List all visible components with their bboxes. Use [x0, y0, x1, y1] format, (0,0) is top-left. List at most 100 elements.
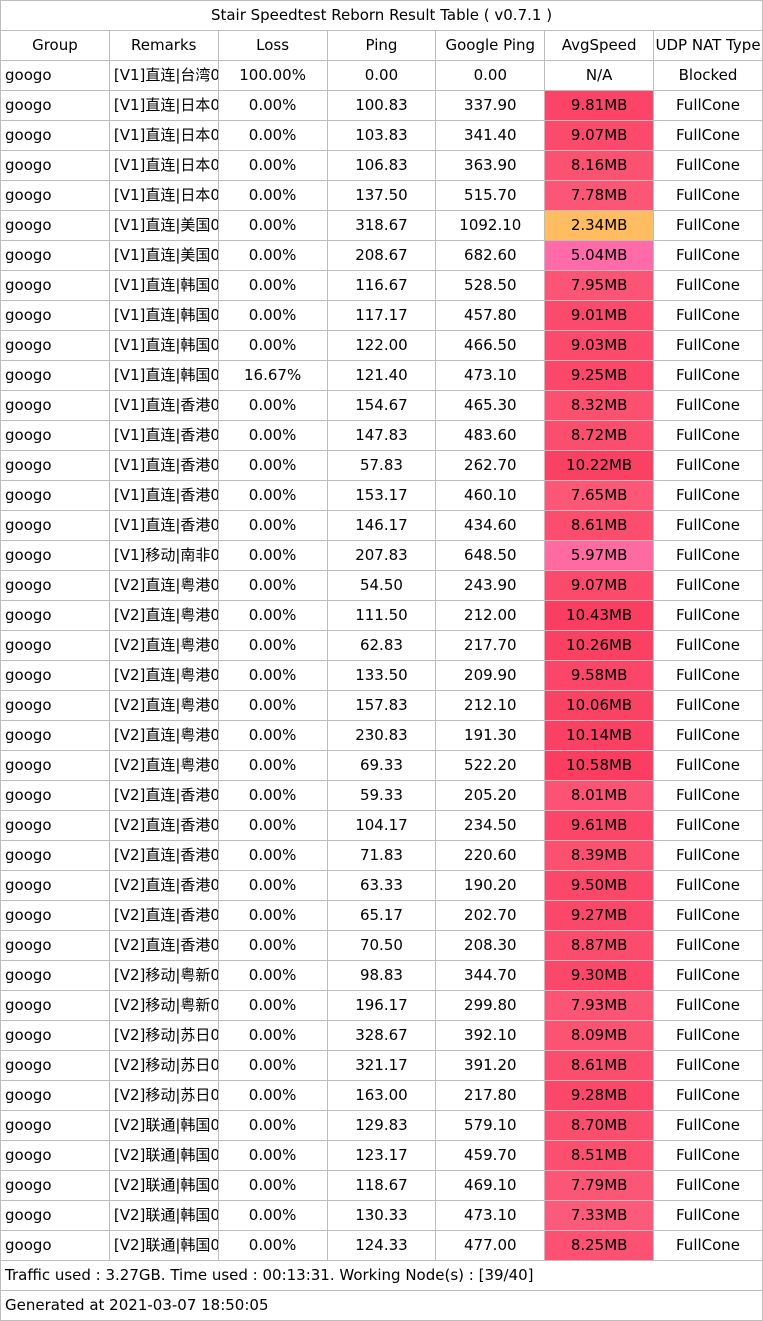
cell-avg-speed: 5.04MB	[544, 240, 655, 271]
cell-udp-nat-type: FullCone	[653, 960, 763, 991]
cell-loss: 0.00%	[217, 1170, 328, 1201]
cell-google-ping: 205.20	[435, 780, 546, 811]
cell-ping: 230.83	[326, 720, 437, 751]
cell-google-ping: 434.60	[435, 510, 546, 541]
cell-google-ping: 466.50	[435, 330, 546, 361]
cell-loss: 0.00%	[217, 570, 328, 601]
header-loss: Loss	[217, 30, 328, 61]
header-udp-nat-type: UDP NAT Type	[653, 30, 763, 61]
cell-group: googo	[0, 420, 110, 451]
cell-google-ping: 220.60	[435, 840, 546, 871]
table-row: googo [V1]直连|香港01 0.00% 154.67 465.30 8.32MB F…	[0, 390, 763, 421]
cell-udp-nat-type: FullCone	[653, 1110, 763, 1141]
table-row: googo [V2]直连|香港04 0.00% 63.33 190.20 9.50MB Fu…	[0, 870, 763, 901]
cell-loss: 0.00%	[217, 330, 328, 361]
cell-udp-nat-type: FullCone	[653, 1050, 763, 1081]
cell-remarks: [V2]移动|粤新01	[108, 960, 219, 991]
header-remarks: Remarks	[108, 30, 219, 61]
cell-loss: 0.00%	[217, 120, 328, 151]
cell-ping: 98.83	[326, 960, 437, 991]
cell-google-ping: 202.70	[435, 900, 546, 931]
cell-group: googo	[0, 600, 110, 631]
cell-udp-nat-type: FullCone	[653, 510, 763, 541]
cell-google-ping: 337.90	[435, 90, 546, 121]
cell-udp-nat-type: FullCone	[653, 1200, 763, 1231]
cell-ping: 157.83	[326, 690, 437, 721]
cell-remarks: [V2]直连|香港02	[108, 810, 219, 841]
cell-avg-speed: 8.32MB	[544, 390, 655, 421]
cell-remarks: [V1]直连|台湾01	[108, 60, 219, 91]
cell-loss: 0.00%	[217, 960, 328, 991]
cell-loss: 0.00%	[217, 420, 328, 451]
cell-loss: 0.00%	[217, 900, 328, 931]
cell-ping: 65.17	[326, 900, 437, 931]
cell-loss: 0.00%	[217, 870, 328, 901]
table-row: googo [V1]直连|日本02 0.00% 103.83 341.40 9.07MB F…	[0, 120, 763, 151]
cell-remarks: [V1]直连|韩国02	[108, 300, 219, 331]
cell-ping: 103.83	[326, 120, 437, 151]
header-avg-speed: AvgSpeed	[544, 30, 655, 61]
header-group: Group	[0, 30, 110, 61]
cell-google-ping: 465.30	[435, 390, 546, 421]
cell-group: googo	[0, 960, 110, 991]
cell-loss: 0.00%	[217, 1230, 328, 1261]
cell-remarks: [V2]直连|粤港06	[108, 690, 219, 721]
cell-udp-nat-type: FullCone	[653, 120, 763, 151]
cell-udp-nat-type: FullCone	[653, 600, 763, 631]
cell-remarks: [V1]直连|香港01	[108, 390, 219, 421]
header-row: Group Remarks Loss Ping Google Ping AvgS…	[0, 30, 763, 61]
cell-remarks: [V1]直连|日本03	[108, 150, 219, 181]
cell-udp-nat-type: FullCone	[653, 150, 763, 181]
footer-generated-row: Generated at 2021-03-07 18:50:05	[0, 1290, 763, 1321]
cell-avg-speed: 10.43MB	[544, 600, 655, 631]
table-row: googo [V2]直连|香港05 0.00% 65.17 202.70 9.27MB Fu…	[0, 900, 763, 931]
cell-google-ping: 344.70	[435, 960, 546, 991]
cell-udp-nat-type: FullCone	[653, 750, 763, 781]
cell-loss: 0.00%	[217, 840, 328, 871]
cell-group: googo	[0, 540, 110, 571]
cell-remarks: [V2]移动|苏日03	[108, 1080, 219, 1111]
cell-avg-speed: 9.07MB	[544, 570, 655, 601]
table-row: googo [V1]直连|韩国03 0.00% 122.00 466.50 9.03MB F…	[0, 330, 763, 361]
cell-group: googo	[0, 1080, 110, 1111]
cell-remarks: [V1]直连|韩国03	[108, 330, 219, 361]
cell-google-ping: 522.20	[435, 750, 546, 781]
cell-ping: 318.67	[326, 210, 437, 241]
cell-google-ping: 341.40	[435, 120, 546, 151]
cell-remarks: [V1]直连|香港05	[108, 510, 219, 541]
cell-google-ping: 457.80	[435, 300, 546, 331]
cell-avg-speed: 7.95MB	[544, 270, 655, 301]
cell-loss: 0.00%	[217, 600, 328, 631]
cell-google-ping: 1092.10	[435, 210, 546, 241]
cell-loss: 0.00%	[217, 990, 328, 1021]
cell-ping: 104.17	[326, 810, 437, 841]
cell-avg-speed: 9.01MB	[544, 300, 655, 331]
table-title: Stair Speedtest Reborn Result Table ( v0…	[0, 0, 763, 31]
cell-group: googo	[0, 780, 110, 811]
cell-ping: 106.83	[326, 150, 437, 181]
cell-loss: 0.00%	[217, 720, 328, 751]
cell-loss: 0.00%	[217, 1110, 328, 1141]
cell-group: googo	[0, 570, 110, 601]
cell-group: googo	[0, 300, 110, 331]
table-row: googo [V2]直连|粤港06 0.00% 157.83 212.10 10.06MB…	[0, 690, 763, 721]
table-row: googo [V2]联通|韩国04 0.00% 130.33 473.10 7.33MB F…	[0, 1200, 763, 1231]
cell-udp-nat-type: FullCone	[653, 180, 763, 211]
cell-loss: 0.00%	[217, 810, 328, 841]
cell-ping: 118.67	[326, 1170, 437, 1201]
cell-avg-speed: 8.16MB	[544, 150, 655, 181]
cell-group: googo	[0, 450, 110, 481]
table-row: googo [V1]直连|香港02 0.00% 147.83 483.60 8.72MB F…	[0, 420, 763, 451]
cell-loss: 0.00%	[217, 660, 328, 691]
table-row: googo [V1]直连|美国01 0.00% 318.67 1092.10 2.34MB…	[0, 210, 763, 241]
title-row: Stair Speedtest Reborn Result Table ( v0…	[0, 0, 763, 31]
table-row: googo [V1]直连|韩国04 16.67% 121.40 473.10 9.25MB…	[0, 360, 763, 391]
cell-group: googo	[0, 360, 110, 391]
cell-avg-speed: 8.61MB	[544, 1050, 655, 1081]
cell-ping: 59.33	[326, 780, 437, 811]
cell-loss: 0.00%	[217, 510, 328, 541]
cell-google-ping: 473.10	[435, 360, 546, 391]
cell-ping: 207.83	[326, 540, 437, 571]
table-row: googo [V2]联通|韩国03 0.00% 118.67 469.10 7.79MB F…	[0, 1170, 763, 1201]
